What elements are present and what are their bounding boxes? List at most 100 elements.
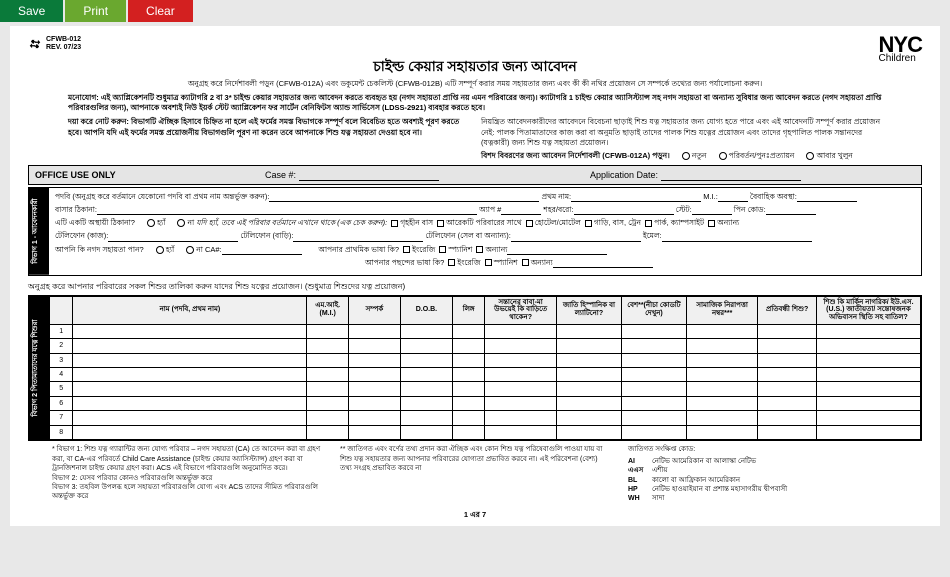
table-cell[interactable]	[556, 425, 621, 439]
table-cell[interactable]	[73, 411, 307, 425]
table-cell[interactable]	[452, 339, 485, 353]
phone-work-input[interactable]	[108, 233, 238, 242]
table-cell[interactable]	[452, 368, 485, 382]
table-cell[interactable]	[400, 339, 452, 353]
table-cell[interactable]	[686, 382, 758, 396]
firstname-input[interactable]	[571, 193, 701, 202]
table-cell[interactable]	[348, 353, 400, 367]
cb-car[interactable]	[585, 220, 592, 227]
cb-another-family[interactable]	[437, 220, 444, 227]
table-cell[interactable]	[452, 425, 485, 439]
radio-reopen[interactable]	[806, 152, 814, 160]
table-cell[interactable]	[400, 396, 452, 410]
table-cell[interactable]	[400, 382, 452, 396]
table-cell[interactable]	[686, 339, 758, 353]
table-cell[interactable]	[307, 396, 349, 410]
cb-hotel[interactable]	[526, 220, 533, 227]
table-cell[interactable]	[485, 396, 557, 410]
table-cell[interactable]	[485, 324, 557, 338]
table-cell[interactable]	[556, 324, 621, 338]
table-cell[interactable]	[400, 425, 452, 439]
table-cell[interactable]	[485, 368, 557, 382]
table-cell[interactable]	[73, 324, 307, 338]
table-cell[interactable]	[686, 324, 758, 338]
table-cell[interactable]	[556, 368, 621, 382]
table-cell[interactable]	[758, 324, 817, 338]
address-input[interactable]	[97, 206, 477, 215]
table-cell[interactable]	[758, 382, 817, 396]
table-cell[interactable]	[307, 425, 349, 439]
table-cell[interactable]	[686, 353, 758, 367]
table-cell[interactable]	[816, 368, 920, 382]
table-cell[interactable]	[73, 353, 307, 367]
table-cell[interactable]	[348, 396, 400, 410]
table-cell[interactable]	[307, 339, 349, 353]
print-button[interactable]: Print	[65, 0, 126, 22]
lang1-other-input[interactable]	[507, 246, 607, 255]
ca-yes[interactable]	[156, 246, 164, 254]
table-cell[interactable]	[452, 353, 485, 367]
zip-input[interactable]	[766, 206, 816, 215]
email-input[interactable]	[662, 233, 812, 242]
table-cell[interactable]	[621, 353, 686, 367]
apt-input[interactable]	[501, 206, 541, 215]
lang1-en[interactable]	[403, 246, 410, 253]
cb-park[interactable]	[645, 220, 652, 227]
table-cell[interactable]	[485, 425, 557, 439]
lang2-sp[interactable]	[485, 259, 492, 266]
marital-input[interactable]	[797, 193, 857, 202]
table-cell[interactable]	[348, 382, 400, 396]
table-cell[interactable]	[816, 425, 920, 439]
cb-other[interactable]	[708, 220, 715, 227]
table-cell[interactable]	[621, 382, 686, 396]
table-cell[interactable]	[621, 368, 686, 382]
table-cell[interactable]	[758, 353, 817, 367]
table-cell[interactable]	[621, 425, 686, 439]
radio-change[interactable]	[719, 152, 727, 160]
table-cell[interactable]	[73, 396, 307, 410]
table-cell[interactable]	[621, 324, 686, 338]
mi-input[interactable]	[718, 193, 748, 202]
ca-number-input[interactable]	[222, 246, 302, 255]
table-cell[interactable]	[686, 368, 758, 382]
phone-cell-input[interactable]	[511, 233, 641, 242]
table-cell[interactable]	[816, 324, 920, 338]
table-cell[interactable]	[621, 396, 686, 410]
phone-home-input[interactable]	[293, 233, 423, 242]
lang2-other-input[interactable]	[553, 259, 653, 268]
table-cell[interactable]	[348, 339, 400, 353]
table-cell[interactable]	[400, 353, 452, 367]
table-cell[interactable]	[686, 396, 758, 410]
table-cell[interactable]	[621, 339, 686, 353]
table-cell[interactable]	[307, 411, 349, 425]
table-cell[interactable]	[452, 411, 485, 425]
table-cell[interactable]	[73, 425, 307, 439]
clear-button[interactable]: Clear	[128, 0, 193, 22]
table-cell[interactable]	[485, 411, 557, 425]
table-cell[interactable]	[307, 382, 349, 396]
table-cell[interactable]	[816, 396, 920, 410]
table-cell[interactable]	[758, 425, 817, 439]
table-cell[interactable]	[348, 411, 400, 425]
radio-new[interactable]	[682, 152, 690, 160]
table-cell[interactable]	[758, 411, 817, 425]
city-input[interactable]	[574, 206, 674, 215]
appdate-input[interactable]	[661, 171, 801, 181]
table-cell[interactable]	[686, 411, 758, 425]
table-cell[interactable]	[452, 324, 485, 338]
table-cell[interactable]	[556, 339, 621, 353]
case-input[interactable]	[299, 171, 439, 181]
table-cell[interactable]	[816, 382, 920, 396]
table-cell[interactable]	[73, 339, 307, 353]
table-cell[interactable]	[556, 396, 621, 410]
table-cell[interactable]	[348, 425, 400, 439]
table-cell[interactable]	[400, 411, 452, 425]
table-cell[interactable]	[816, 411, 920, 425]
table-cell[interactable]	[758, 396, 817, 410]
save-button[interactable]: Save	[0, 0, 63, 22]
table-cell[interactable]	[73, 382, 307, 396]
table-cell[interactable]	[816, 353, 920, 367]
table-cell[interactable]	[348, 368, 400, 382]
ca-no[interactable]	[186, 246, 194, 254]
table-cell[interactable]	[485, 382, 557, 396]
